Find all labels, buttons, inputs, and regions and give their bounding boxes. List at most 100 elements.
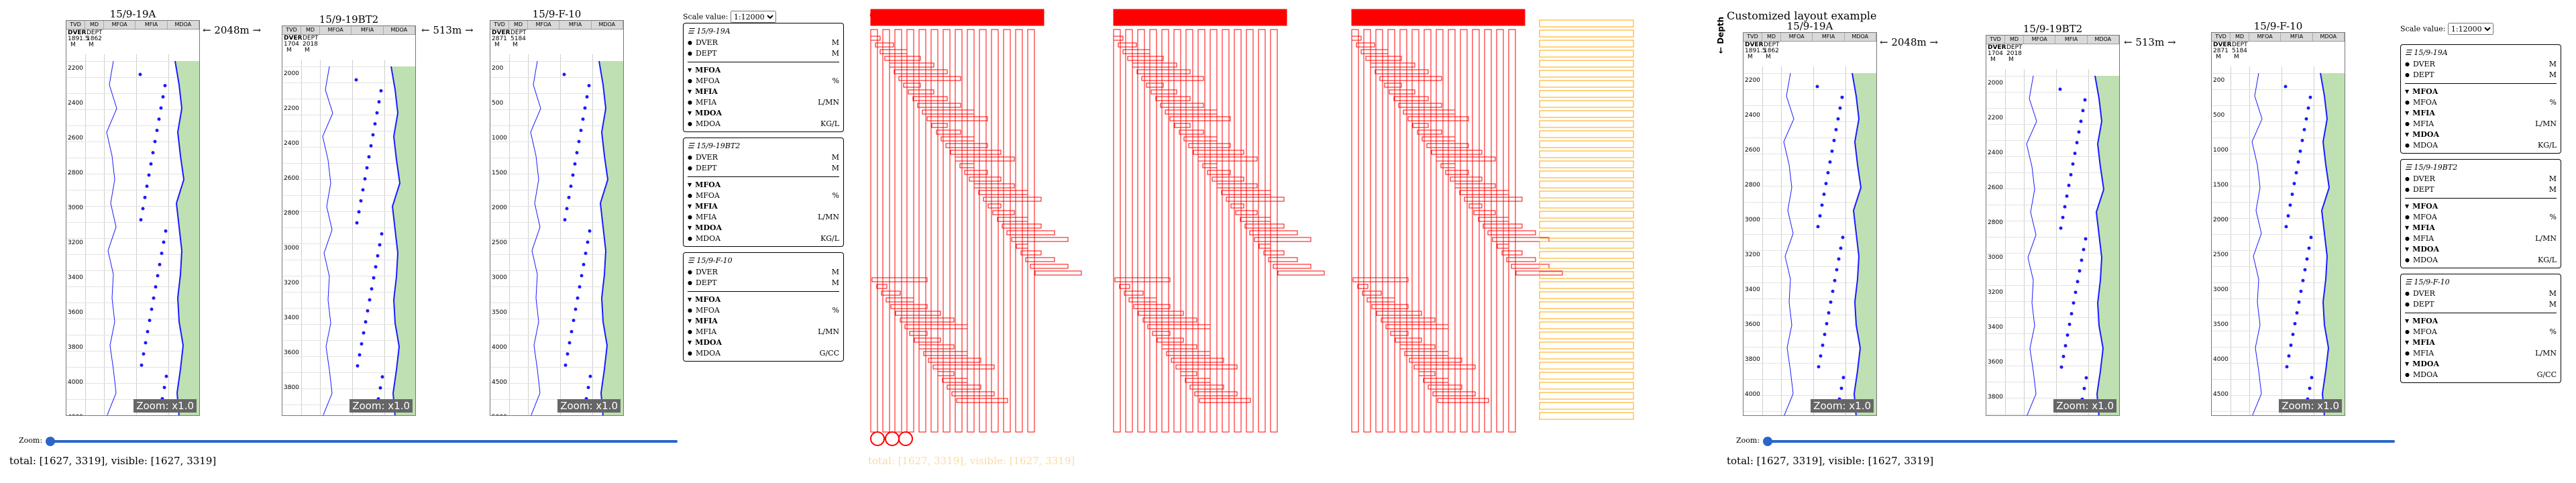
legend-row[interactable]: ▼ MDOA bbox=[688, 337, 839, 348]
legend-row[interactable]: ● MFIA L/MN bbox=[2405, 348, 2557, 359]
legend-row[interactable]: ● MDOA KG/L bbox=[2405, 255, 2557, 266]
overlay-box bbox=[1413, 123, 1428, 127]
legend-row[interactable]: ● DVER M bbox=[2405, 59, 2557, 70]
legend-label: MFIA bbox=[696, 97, 716, 108]
legend-row[interactable]: ▼ MDOA bbox=[2405, 129, 2557, 140]
legend-row[interactable]: ● MFIA L/MN bbox=[688, 97, 839, 108]
legend-row[interactable]: ● DVER M bbox=[2405, 174, 2557, 184]
well-track[interactable]: TVD MD MFOA MFIA MDOA DVER 1704 M DEPT 2018 M 2000 2… bbox=[1986, 35, 2120, 416]
legend-row[interactable]: ● MDOA KG/L bbox=[688, 233, 839, 244]
legend-row[interactable]: ● MFOA% bbox=[688, 191, 839, 201]
legend-label: MFOA bbox=[696, 191, 720, 201]
legend-row[interactable]: ● DVER M bbox=[688, 267, 839, 278]
zoom-slider-handle[interactable] bbox=[46, 437, 55, 446]
legend-row[interactable]: ● MFOA% bbox=[2405, 327, 2557, 337]
legend-row[interactable]: ▼ MFIA bbox=[688, 201, 839, 212]
legend-row[interactable]: ● MFOA% bbox=[688, 76, 839, 87]
well-track[interactable]: TVD MD MFOA MFIA MDOA DVER 1704 M DEPT 2018 M 2000 2… bbox=[282, 25, 416, 416]
well-track[interactable]: TVD MD MFOA MFIA MDOA DVER 2871 M DEPT 5184 M 200 50… bbox=[490, 20, 624, 416]
legend-row[interactable]: ▼ MFOA bbox=[688, 65, 839, 76]
legend-row[interactable]: ● MFIA L/MN bbox=[2405, 119, 2557, 129]
legend-row[interactable]: ● DEPT M bbox=[2405, 299, 2557, 310]
legend-label: DVER bbox=[696, 152, 718, 163]
scale-select[interactable]: 1:12000 bbox=[731, 11, 776, 23]
legend-row[interactable]: ▼ MFOA bbox=[688, 294, 839, 305]
legend-box: ☰ 15/9-19A ● DVER M ● DEPT M ▼ MFOA ● MFOA% ▼ MFIA ● M… bbox=[683, 23, 844, 132]
legend-row[interactable]: ▼ MDOA bbox=[688, 108, 839, 119]
scale-select[interactable]: 1:12000 bbox=[2448, 23, 2493, 35]
legend-row[interactable]: ● MFOA% bbox=[688, 305, 839, 316]
collapse-icon: ▼ bbox=[688, 108, 692, 119]
mfoa-curve bbox=[107, 61, 117, 416]
mfia-point bbox=[142, 207, 145, 211]
overlay-box bbox=[1409, 358, 1462, 362]
menu-icon[interactable]: ☰ bbox=[2405, 278, 2414, 286]
legend-row[interactable]: ● MDOA G/CC bbox=[2405, 370, 2557, 380]
legend-row[interactable]: ▼ MFIA bbox=[2405, 223, 2557, 233]
legend-row[interactable]: ● MFOA% bbox=[2405, 97, 2557, 108]
legend-row[interactable]: ▼ MFIA bbox=[688, 316, 839, 327]
zoom-slider[interactable] bbox=[47, 440, 678, 443]
legend-row[interactable]: ● DEPT M bbox=[2405, 184, 2557, 195]
menu-icon[interactable]: ☰ bbox=[688, 142, 696, 150]
legend-row[interactable]: ● DVER M bbox=[2405, 288, 2557, 299]
legend-well-title[interactable]: ☰ 15/9-19BT2 bbox=[688, 140, 839, 152]
legend-row[interactable]: ▼ MDOA bbox=[688, 223, 839, 233]
legend-row[interactable]: ● MDOA G/CC bbox=[688, 348, 839, 359]
legend-row[interactable]: ▼ MFIA bbox=[2405, 108, 2557, 119]
overlay-box bbox=[967, 30, 974, 432]
legend-row[interactable]: ▼ MDOA bbox=[2405, 359, 2557, 370]
collapse-icon: ▼ bbox=[2405, 223, 2409, 233]
legend-row[interactable]: ● MDOA KG/L bbox=[688, 119, 839, 129]
menu-icon[interactable]: ☰ bbox=[688, 27, 696, 36]
legend-row[interactable]: ● MFIA L/MN bbox=[688, 212, 839, 223]
legend-row[interactable]: ● DVER M bbox=[688, 152, 839, 163]
legend-row[interactable]: ● DEPT M bbox=[688, 278, 839, 288]
legend-row[interactable]: ▼ MFOA bbox=[2405, 201, 2557, 212]
mfia-point bbox=[2309, 96, 2312, 99]
legend-well-title[interactable]: ☰ 15/9-19A bbox=[688, 25, 839, 38]
mfia-point bbox=[1840, 386, 1843, 390]
legend-well-title[interactable]: ☰ 15/9-19BT2 bbox=[2405, 162, 2557, 174]
menu-icon[interactable]: ☰ bbox=[688, 256, 696, 265]
legend-well-title[interactable]: ☰ 15/9-F-10 bbox=[2405, 276, 2557, 288]
legend-row[interactable]: ▼ MFOA bbox=[2405, 87, 2557, 97]
mfia-point bbox=[588, 84, 591, 87]
mfia-point bbox=[1827, 171, 1830, 174]
overlay-box bbox=[1395, 338, 1421, 342]
overlay-box bbox=[1540, 312, 1633, 319]
legend-row[interactable]: ▼ MDOA bbox=[2405, 244, 2557, 255]
zoom-slider[interactable] bbox=[1764, 440, 2395, 443]
mfia-point bbox=[1837, 117, 1840, 121]
well-track[interactable]: TVD MD MFOA MFIA MDOA DVER 2871 M DEPT 5184 M 200 50… bbox=[2211, 32, 2345, 416]
legend-row[interactable]: ▼ MFOA bbox=[2405, 316, 2557, 327]
overlay-box bbox=[1361, 50, 1388, 54]
legend-well-title[interactable]: ☰ 15/9-F-10 bbox=[688, 255, 839, 267]
legend-row[interactable]: ▼ MFIA bbox=[688, 87, 839, 97]
well-title: 15/9-19BT2 bbox=[282, 13, 416, 25]
legend-row[interactable]: ▼ MFOA bbox=[688, 180, 839, 191]
mfia-point bbox=[566, 352, 570, 356]
mfia-point bbox=[1841, 96, 1844, 99]
legend-row[interactable]: ● DEPT M bbox=[688, 48, 839, 59]
legend-well-title[interactable]: ☰ 15/9-19A bbox=[2405, 47, 2557, 59]
legend-row[interactable]: ● MFOA% bbox=[2405, 212, 2557, 223]
legend-row[interactable]: ● DVER M bbox=[688, 38, 839, 48]
well-track[interactable]: TVD MD MFOA MFIA MDOA DVER 1891.5 M DEPT 1862 M 220… bbox=[1743, 32, 1877, 416]
legend-well-name: 15/9-19A bbox=[696, 27, 730, 36]
overlay-box bbox=[886, 298, 914, 302]
legend-row[interactable]: ● MFIA L/MN bbox=[2405, 233, 2557, 244]
legend-row[interactable]: ● MFIA L/MN bbox=[688, 327, 839, 337]
menu-icon[interactable]: ☰ bbox=[2405, 48, 2414, 57]
legend-row[interactable]: ● MDOA KG/L bbox=[2405, 140, 2557, 151]
menu-icon[interactable]: ☰ bbox=[2405, 163, 2414, 172]
bullet-icon: ● bbox=[2405, 140, 2410, 151]
legend-row[interactable]: ▼ MFIA bbox=[2405, 337, 2557, 348]
well-track[interactable]: TVD MD MFOA MFIA MDOA DVER 1891.5 M DEPT 1862 M 220… bbox=[66, 20, 200, 416]
zoom-slider-handle[interactable] bbox=[1763, 437, 1772, 446]
legend-row[interactable]: ● DEPT M bbox=[688, 163, 839, 174]
legend-row[interactable]: ● DEPT M bbox=[2405, 70, 2557, 80]
legend-well-name: 15/9-19A bbox=[2414, 48, 2447, 57]
legend-unit: L/MN bbox=[2535, 348, 2557, 359]
overlay-box bbox=[1436, 157, 1495, 161]
